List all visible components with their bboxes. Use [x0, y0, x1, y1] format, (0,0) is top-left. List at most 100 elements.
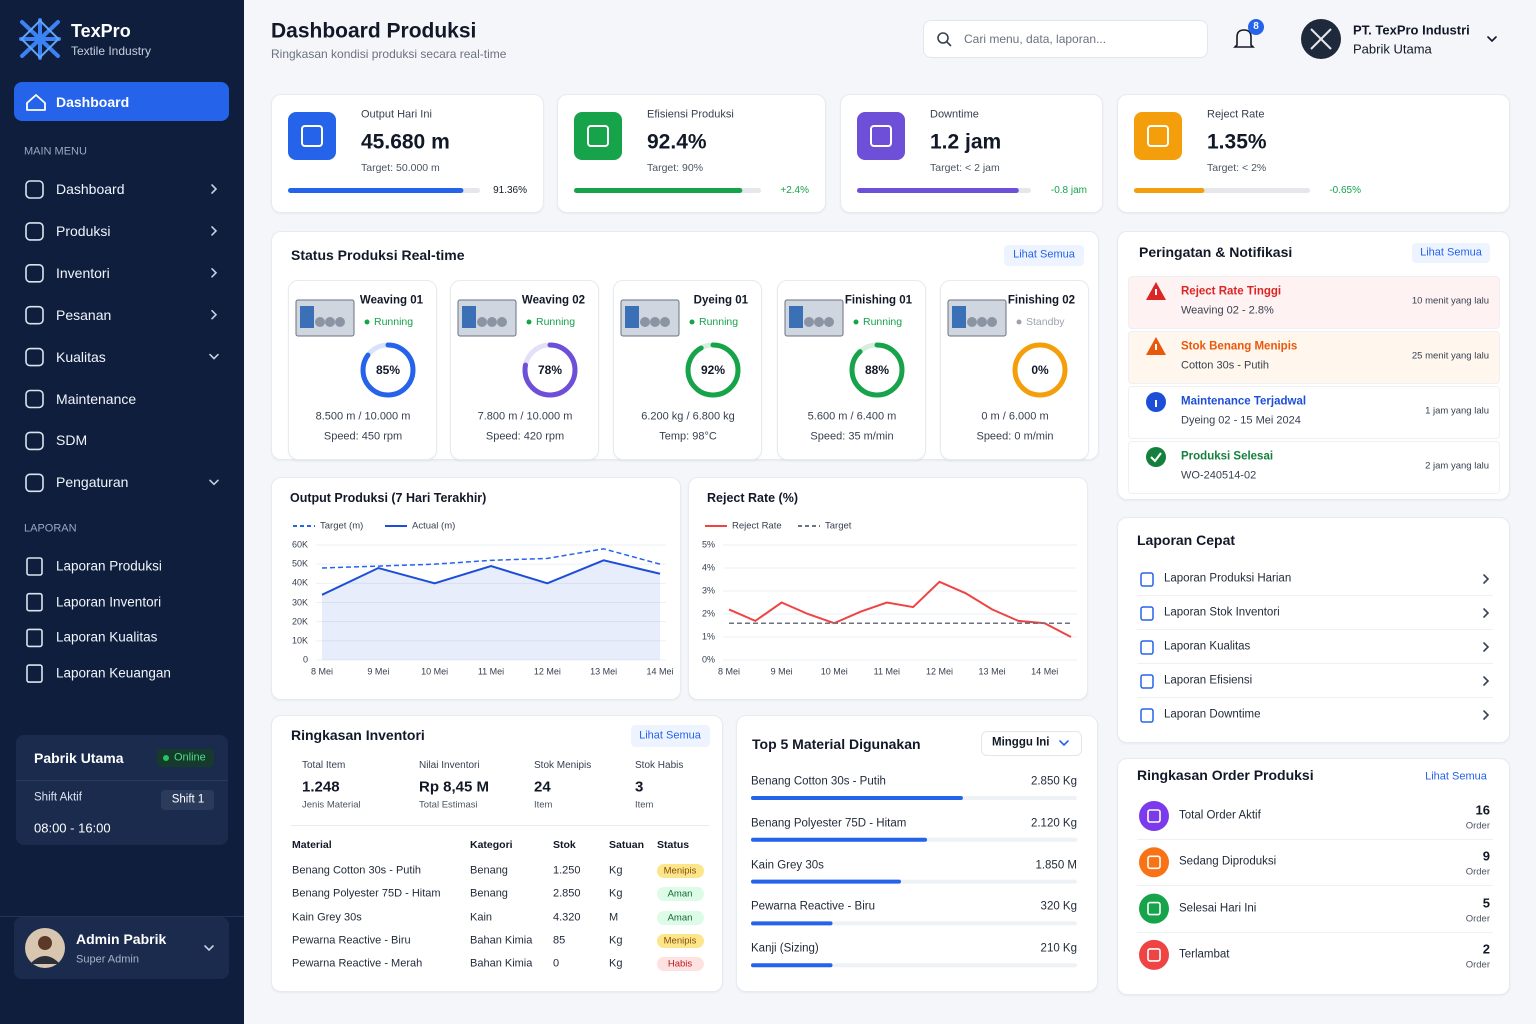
menu-item[interactable]: Pesanan: [56, 306, 112, 323]
menu-item[interactable]: Produksi: [56, 222, 111, 239]
report-link[interactable]: Laporan Produksi: [56, 558, 162, 574]
chevron: [1483, 608, 1490, 618]
order-icon: [1139, 893, 1169, 924]
notification-title[interactable]: Stok Benang Menipis: [1181, 340, 1298, 353]
quick-report-link[interactable]: Laporan Efisiensi: [1164, 674, 1253, 687]
menu-item[interactable]: SDM: [56, 432, 88, 449]
order-icon: [1139, 801, 1169, 831]
order-unit: Order: [1465, 820, 1490, 832]
y-tick-label: 10K: [291, 635, 308, 646]
machine-name: Finishing 02: [1007, 294, 1075, 307]
kpi-icon: [857, 112, 905, 160]
machine-output: 5.600 m / 6.400 m: [807, 410, 897, 423]
divider: [1137, 885, 1493, 887]
chevron: [1483, 676, 1490, 686]
chart-title: Reject Rate (%): [707, 490, 798, 505]
menu-item[interactable]: Dashboard: [56, 181, 125, 197]
kpi-card: [1117, 94, 1510, 213]
order-label: Selesai Hari Ini: [1179, 901, 1257, 914]
table-cell: Benang: [470, 864, 508, 877]
report-link[interactable]: Laporan Inventori: [56, 593, 162, 609]
table-cell: Benang: [470, 887, 508, 900]
x-tick-label: 14 Mei: [1031, 666, 1059, 677]
summary-label: Nilai Inventori: [419, 760, 480, 771]
period-label[interactable]: Minggu Ini: [992, 736, 1050, 749]
notification-item: [1128, 331, 1500, 384]
view-all-link[interactable]: Lihat Semua: [1013, 248, 1075, 261]
menu-item[interactable]: Maintenance: [56, 390, 137, 407]
machine-state: Standby: [1026, 315, 1065, 328]
chevron: [1483, 642, 1490, 652]
machine-metric: Speed: 450 rpm: [323, 430, 403, 443]
order-label: Terlambat: [1179, 948, 1230, 961]
notification-title[interactable]: Reject Rate Tinggi: [1181, 285, 1282, 298]
material-bar: [751, 837, 928, 842]
menu-item[interactable]: Inventori: [56, 264, 110, 281]
kpi-bar: [1134, 188, 1205, 193]
machine-roller: [987, 317, 997, 327]
series-line: [321, 559, 661, 596]
y-tick-label: 60K: [291, 539, 308, 550]
status-label: Aman: [667, 888, 693, 900]
factory-name: Pabrik Utama: [34, 750, 124, 766]
order-count: 2: [1482, 941, 1490, 957]
panel-title: Ringkasan Inventori: [291, 727, 425, 743]
machine-panel: [462, 306, 476, 328]
report-link[interactable]: Laporan Keuangan: [56, 665, 171, 681]
order-label: Total Order Aktif: [1179, 809, 1261, 822]
table-cell: 4.320: [553, 911, 581, 924]
table-cell: Benang Cotton 30s - Putih: [292, 864, 422, 877]
user-role: Super Admin: [76, 953, 139, 966]
machine-roller: [977, 317, 987, 327]
report-icon: [26, 664, 43, 683]
kpi-glyph: [1147, 125, 1169, 147]
material-amount: 2.850 Kg: [1030, 775, 1077, 788]
menu-item[interactable]: Dashboard: [56, 94, 130, 110]
kpi-label: Downtime: [930, 108, 979, 121]
machine-panel: [952, 306, 966, 328]
machine-state: Running: [699, 315, 739, 328]
shift-label: Shift Aktif: [34, 791, 82, 804]
quick-report-link[interactable]: Laporan Downtime: [1164, 708, 1261, 721]
logo-stroke: [1310, 28, 1332, 50]
material-amount: 2.120 Kg: [1030, 817, 1077, 830]
quick-report-link[interactable]: Laporan Stok Inventori: [1164, 606, 1280, 619]
y-tick-label: 4%: [701, 562, 715, 573]
icon-glyph: [1150, 452, 1162, 463]
search-input[interactable]: Cari menu, data, laporan...: [964, 32, 1107, 46]
view-all-link[interactable]: Lihat Semua: [1420, 246, 1482, 259]
report-icon: [1140, 572, 1154, 587]
y-tick-label: 1%: [701, 631, 715, 642]
legend-label: Actual (m): [412, 520, 456, 532]
status-pill: [657, 910, 704, 925]
quick-report-link[interactable]: Laporan Produksi Harian: [1164, 572, 1292, 585]
machine-output: 6.200 kg / 6.800 kg: [641, 410, 735, 423]
menu-item[interactable]: Pengaturan: [56, 474, 129, 491]
notification-title[interactable]: Produksi Selesai: [1181, 450, 1274, 463]
notification-count[interactable]: 8: [1253, 21, 1259, 32]
menu-item[interactable]: Kualitas: [56, 348, 106, 365]
chevron: [211, 226, 218, 236]
quick-report-link[interactable]: Laporan Kualitas: [1164, 640, 1251, 653]
view-all-link[interactable]: Lihat Semua: [639, 729, 701, 742]
notification-time: 1 jam yang lalu: [1425, 405, 1489, 417]
column-header: Kategori: [470, 838, 513, 851]
y-tick-label: 2%: [701, 608, 715, 619]
bell-badge: [1248, 19, 1264, 35]
order-label: Sedang Diproduksi: [1179, 855, 1277, 868]
view-all-link[interactable]: Lihat Semua: [1425, 770, 1487, 783]
gauge-label: 78%: [537, 363, 563, 377]
kpi-bar: [288, 188, 464, 193]
notification-title[interactable]: Maintenance Terjadwal: [1181, 395, 1307, 408]
x-tick-label: 11 Mei: [873, 666, 901, 677]
avatar-head: [38, 936, 52, 950]
y-tick-label: 3%: [701, 585, 715, 596]
report-link[interactable]: Laporan Kualitas: [56, 629, 158, 645]
order-unit: Order: [1465, 959, 1490, 971]
chevron: [211, 184, 218, 194]
material-bar: [751, 879, 901, 884]
summary-note: Item: [534, 799, 553, 811]
gauge-label: 85%: [375, 363, 401, 377]
material-name: Benang Cotton 30s - Putih: [751, 775, 886, 788]
